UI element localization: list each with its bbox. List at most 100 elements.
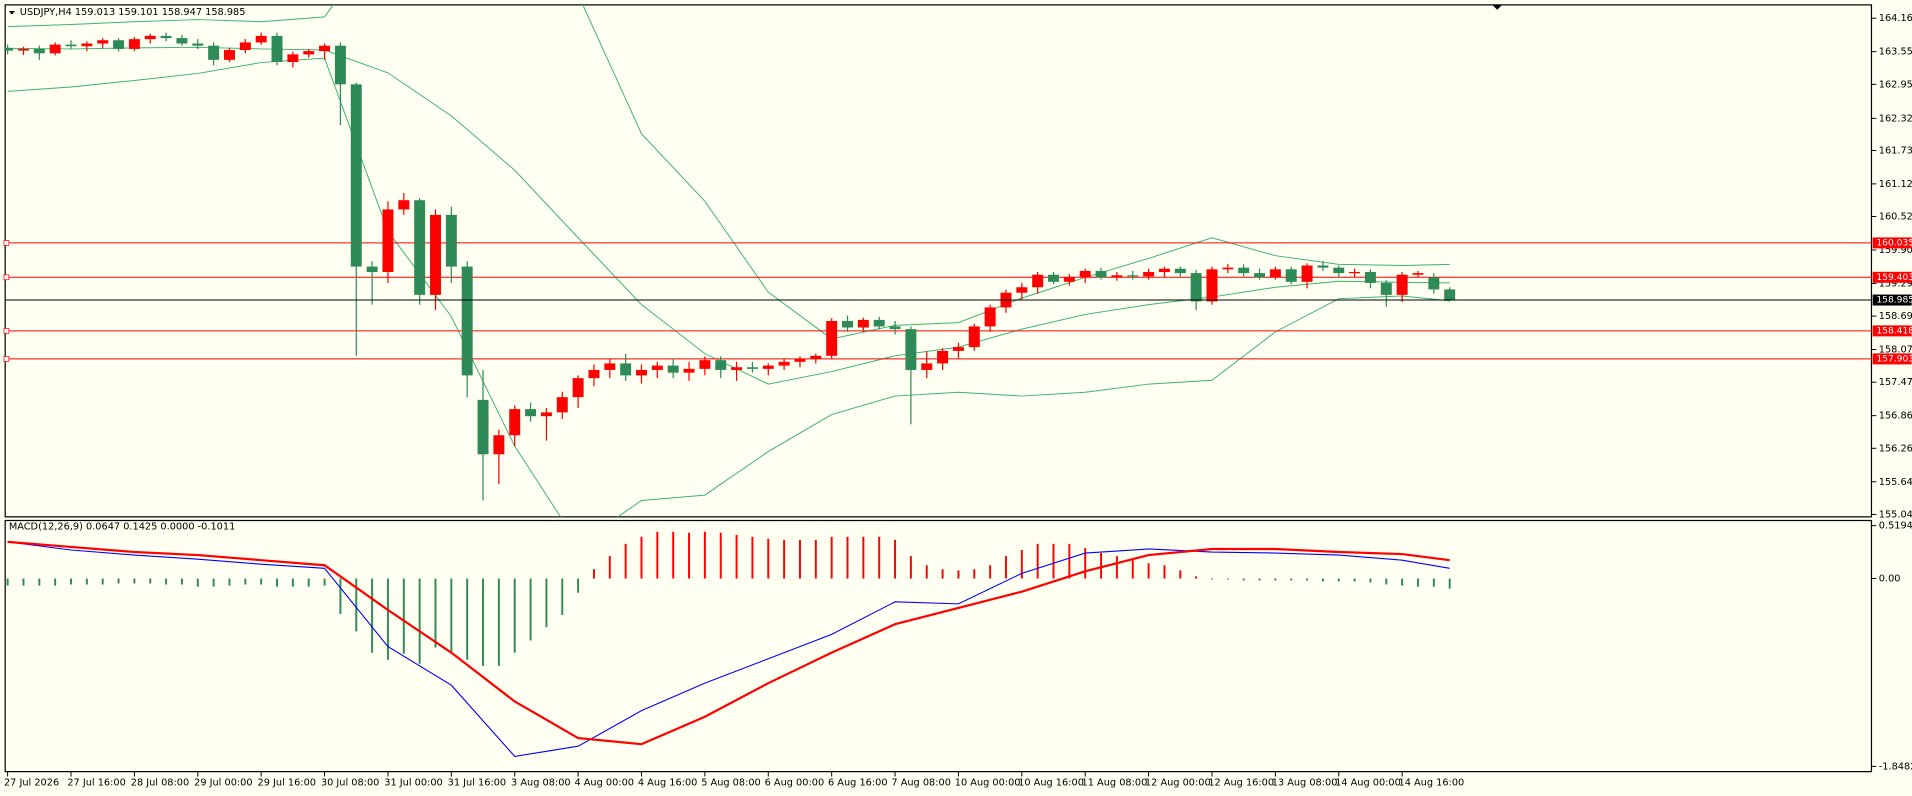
x-tick-label: 14 Aug 16:00 <box>1398 778 1464 789</box>
x-tick-label: 27 Jul 16:00 <box>67 778 125 789</box>
candle-body <box>1444 289 1456 301</box>
x-tick-label: 14 Aug 00:00 <box>1335 778 1401 789</box>
candle-body <box>65 44 77 47</box>
y-tick-label: 159.905 <box>1879 245 1912 256</box>
candle-body <box>1301 265 1313 282</box>
candle-body <box>49 44 61 54</box>
candle-body <box>350 84 362 267</box>
candle-body <box>1016 287 1028 293</box>
candle-body <box>889 326 901 330</box>
candle-body <box>1048 274 1060 282</box>
candle-body <box>1428 277 1440 290</box>
candle-body <box>699 360 711 369</box>
current-price-box <box>1872 294 1912 306</box>
x-tick-label: 6 Aug 16:00 <box>828 778 888 789</box>
x-tick-label: 31 Jul 16:00 <box>448 778 506 789</box>
x-tick-label: 30 Jul 08:00 <box>321 778 379 789</box>
macd-panel-frame <box>4 519 1873 773</box>
candle-body <box>826 320 838 356</box>
main-panel-frame <box>4 4 1873 518</box>
bollinger-upper <box>7 4 1450 340</box>
y-tick-label: -1.8482 <box>1879 761 1912 772</box>
y-tick-label: 0.5194 <box>1879 521 1912 532</box>
y-tick-label: 162.325 <box>1879 113 1912 124</box>
candle-body <box>1285 269 1297 282</box>
candle-body <box>1412 273 1424 275</box>
candle-body <box>97 40 109 44</box>
candle-body <box>921 363 933 370</box>
candle-body <box>968 326 980 348</box>
candle-body <box>461 266 473 376</box>
candle-body <box>33 48 45 54</box>
candle-body <box>81 43 93 47</box>
level-anchor <box>3 356 10 362</box>
macd-line <box>7 540 1450 746</box>
candle-body <box>1206 269 1218 302</box>
candle-body <box>477 399 489 455</box>
candle-body <box>746 367 758 369</box>
y-tick-label: 156.860 <box>1879 411 1912 422</box>
x-tick-label: 31 Jul 00:00 <box>384 778 442 789</box>
current-price-label: 158.985 <box>1876 296 1912 306</box>
candle-body <box>239 42 251 51</box>
y-tick-label: 0.00 <box>1879 573 1901 584</box>
y-tick-label: 164.165 <box>1879 13 1912 24</box>
candle-body <box>778 361 790 366</box>
level-label-box <box>1872 353 1912 365</box>
candle-body <box>715 360 727 370</box>
candle-body <box>810 355 822 360</box>
candle-body <box>414 200 426 295</box>
candle-body <box>1333 267 1345 274</box>
macd-line <box>7 541 1450 757</box>
y-tick-label: 161.735 <box>1879 145 1912 156</box>
x-tick-label: 3 Aug 08:00 <box>511 778 571 789</box>
x-tick-label: 13 Aug 08:00 <box>1272 778 1338 789</box>
y-tick-label: 155.645 <box>1879 477 1912 488</box>
candle-body <box>1317 265 1329 268</box>
candle-body <box>762 365 774 369</box>
labels: 164.165 163.550 162.950 162.325 161.735 161.1… <box>3 7 1912 789</box>
candle-body <box>366 266 378 273</box>
candle-body <box>128 39 140 49</box>
candle-body <box>1380 282 1392 295</box>
candle-body <box>572 378 584 398</box>
candle-body <box>731 367 743 370</box>
candle-body <box>556 397 568 413</box>
menu-arrow <box>8 10 15 15</box>
x-tick-label: 12 Aug 00:00 <box>1145 778 1211 789</box>
candle-body <box>1158 268 1170 273</box>
x-tick-label: 28 Jul 08:00 <box>131 778 189 789</box>
bollinger-lower <box>7 57 1450 517</box>
candle-body <box>509 409 521 436</box>
candle-body <box>651 365 663 370</box>
candle-body <box>525 409 537 417</box>
candle-body <box>208 45 220 60</box>
candle-body <box>271 35 283 63</box>
x-tick-label: 4 Aug 00:00 <box>574 778 634 789</box>
candle-body <box>255 35 267 43</box>
x-tick-label: 29 Jul 00:00 <box>194 778 252 789</box>
candle-body <box>1032 274 1044 288</box>
candle-body <box>1095 270 1107 278</box>
candle-body <box>144 35 156 40</box>
level-anchor <box>3 240 10 246</box>
shift-marker <box>1492 4 1503 10</box>
macd-plot <box>6 531 1451 757</box>
candle-body <box>398 200 410 210</box>
level-label: 160.035 <box>1876 238 1912 248</box>
candle-body <box>1396 274 1408 295</box>
candle-body <box>1364 272 1376 283</box>
x-tick-label: 7 Aug 08:00 <box>891 778 951 789</box>
candle-body <box>620 363 632 376</box>
candle-body <box>1238 267 1250 274</box>
candle-body <box>636 369 647 376</box>
y-tick-label: 159.290 <box>1879 278 1912 289</box>
candle-body <box>176 38 188 44</box>
y-tick-label: 160.520 <box>1879 212 1912 223</box>
level-label-box <box>1872 325 1912 337</box>
candle-body <box>873 319 885 327</box>
candle-body <box>160 35 172 39</box>
candle-body <box>287 54 299 63</box>
candle-body <box>223 50 235 60</box>
candle-body <box>1079 270 1091 278</box>
